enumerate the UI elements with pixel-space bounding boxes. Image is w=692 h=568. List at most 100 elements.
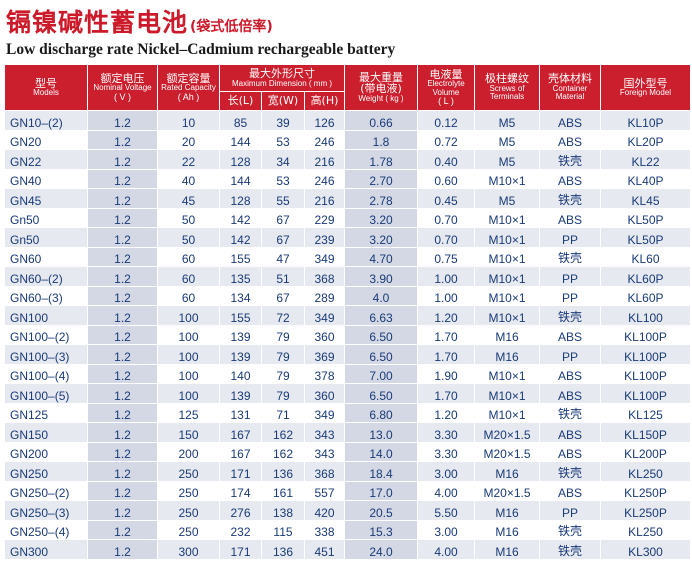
table-row: GN200 1.2 200 167 162 343 14.0 3.30 M20×1.5 ABS KL…: [4, 442, 691, 462]
cell-weight: 20.5: [344, 500, 418, 521]
cell-width: 136: [261, 461, 305, 482]
cell-electrolyte: 1.90: [417, 364, 475, 384]
cell-length: 135: [219, 266, 262, 287]
cell-length: 144: [219, 130, 262, 150]
cell-electrolyte: 3.30: [417, 422, 475, 443]
table-row: GN300 1.2 300 171 136 451 24.0 4.00 M16 铁壳 KL300: [4, 539, 691, 560]
cell-capacity: 10: [157, 110, 220, 131]
cell-model: GN250–(4): [4, 520, 88, 540]
cell-voltage: 1.2: [87, 500, 158, 521]
cell-length: 174: [219, 481, 262, 501]
cell-capacity: 45: [157, 188, 220, 209]
table-row: GN250–(4) 1.2 250 232 115 338 15.3 3.00 M16 铁壳 KL2…: [4, 520, 691, 540]
cell-width: 72: [261, 305, 305, 326]
cell-length: 144: [219, 169, 262, 189]
cell-weight: 24.0: [344, 539, 418, 560]
cell-voltage: 1.2: [87, 422, 158, 443]
cell-container: ABS: [539, 110, 601, 131]
cell-voltage: 1.2: [87, 169, 158, 189]
cell-foreign-model: KL300: [600, 539, 691, 560]
cell-capacity: 250: [157, 500, 220, 521]
cell-electrolyte: 1.70: [417, 383, 475, 404]
cell-electrolyte: 1.70: [417, 325, 475, 345]
cell-capacity: 125: [157, 403, 220, 423]
cell-length: 167: [219, 422, 262, 443]
cell-height: 360: [304, 383, 345, 404]
cell-weight: 2.78: [344, 188, 418, 209]
cell-foreign-model: KL150P: [600, 422, 691, 443]
cell-foreign-model: KL45: [600, 188, 691, 209]
cell-terminals: M5: [474, 110, 540, 131]
table-row: GN250–(2) 1.2 250 174 161 557 17.0 4.00 M20×1.5 A…: [4, 481, 691, 501]
cell-capacity: 50: [157, 208, 220, 228]
cell-weight: 2.70: [344, 169, 418, 189]
header-length: 长(L): [219, 91, 262, 111]
header-width: 宽(W): [261, 91, 305, 111]
cell-weight: 4.0: [344, 286, 418, 306]
cell-capacity: 100: [157, 344, 220, 365]
cell-foreign-model: KL250: [600, 461, 691, 482]
cell-length: 128: [219, 188, 262, 209]
cell-container: PP: [539, 286, 601, 306]
cell-model: GN250: [4, 461, 88, 482]
table-row: GN60–(2) 1.2 60 135 51 368 3.90 1.00 M10×1 PP KL60…: [4, 266, 691, 287]
cell-height: 378: [304, 364, 345, 384]
cell-voltage: 1.2: [87, 520, 158, 540]
cell-terminals: M16: [474, 325, 540, 345]
cell-container: 铁壳: [539, 305, 601, 326]
cell-terminals: M10×1: [474, 169, 540, 189]
title-cn-subtitle: (袋式低倍率): [190, 19, 273, 35]
cell-weight: 18.4: [344, 461, 418, 482]
table-row: GN22 1.2 22 128 34 216 1.78 0.40 M5 铁壳 KL22: [4, 149, 691, 170]
cell-terminals: M20×1.5: [474, 481, 540, 501]
cell-height: 246: [304, 130, 345, 150]
cell-weight: 3.20: [344, 227, 418, 248]
cell-height: 349: [304, 247, 345, 267]
cell-terminals: M10×1: [474, 247, 540, 267]
cell-width: 53: [261, 169, 305, 189]
cell-container: ABS: [539, 208, 601, 228]
cell-width: 71: [261, 403, 305, 423]
cell-weight: 4.70: [344, 247, 418, 267]
cell-foreign-model: KL125: [600, 403, 691, 423]
cell-voltage: 1.2: [87, 130, 158, 150]
cell-voltage: 1.2: [87, 383, 158, 404]
cell-capacity: 150: [157, 422, 220, 443]
cell-capacity: 250: [157, 520, 220, 540]
cell-foreign-model: KL60P: [600, 286, 691, 306]
cell-terminals: M10×1: [474, 286, 540, 306]
cell-terminals: M5: [474, 149, 540, 170]
cell-length: 140: [219, 364, 262, 384]
cell-height: 216: [304, 149, 345, 170]
cell-model: GN100–(2): [4, 325, 88, 345]
table-row: GN100–(4) 1.2 100 140 79 378 7.00 1.90 M10×1 ABS K…: [4, 364, 691, 384]
cell-container: ABS: [539, 169, 601, 189]
table-row: GN45 1.2 45 128 55 216 2.78 0.45 M5 铁壳 KL45: [4, 188, 691, 209]
cell-terminals: M5: [474, 130, 540, 150]
cell-voltage: 1.2: [87, 286, 158, 306]
cell-height: 239: [304, 227, 345, 248]
cell-width: 162: [261, 442, 305, 462]
cell-height: 246: [304, 169, 345, 189]
cell-width: 79: [261, 364, 305, 384]
cell-electrolyte: 1.00: [417, 286, 475, 306]
cell-foreign-model: KL100P: [600, 344, 691, 365]
cell-width: 55: [261, 188, 305, 209]
cell-container: PP: [539, 344, 601, 365]
cell-height: 126: [304, 110, 345, 131]
cell-voltage: 1.2: [87, 188, 158, 209]
cell-model: GN20: [4, 130, 88, 150]
cell-foreign-model: KL200P: [600, 442, 691, 462]
header-foreign-model: 国外型号 Foreign Model: [600, 64, 691, 111]
cell-container: ABS: [539, 481, 601, 501]
cell-voltage: 1.2: [87, 325, 158, 345]
cell-electrolyte: 3.00: [417, 520, 475, 540]
cell-container: PP: [539, 227, 601, 248]
cell-terminals: M10×1: [474, 208, 540, 228]
cell-model: GN60–(2): [4, 266, 88, 287]
cell-voltage: 1.2: [87, 344, 158, 365]
cell-model: GN10–(2): [4, 110, 88, 131]
cell-voltage: 1.2: [87, 364, 158, 384]
cell-length: 155: [219, 247, 262, 267]
cell-width: 51: [261, 266, 305, 287]
